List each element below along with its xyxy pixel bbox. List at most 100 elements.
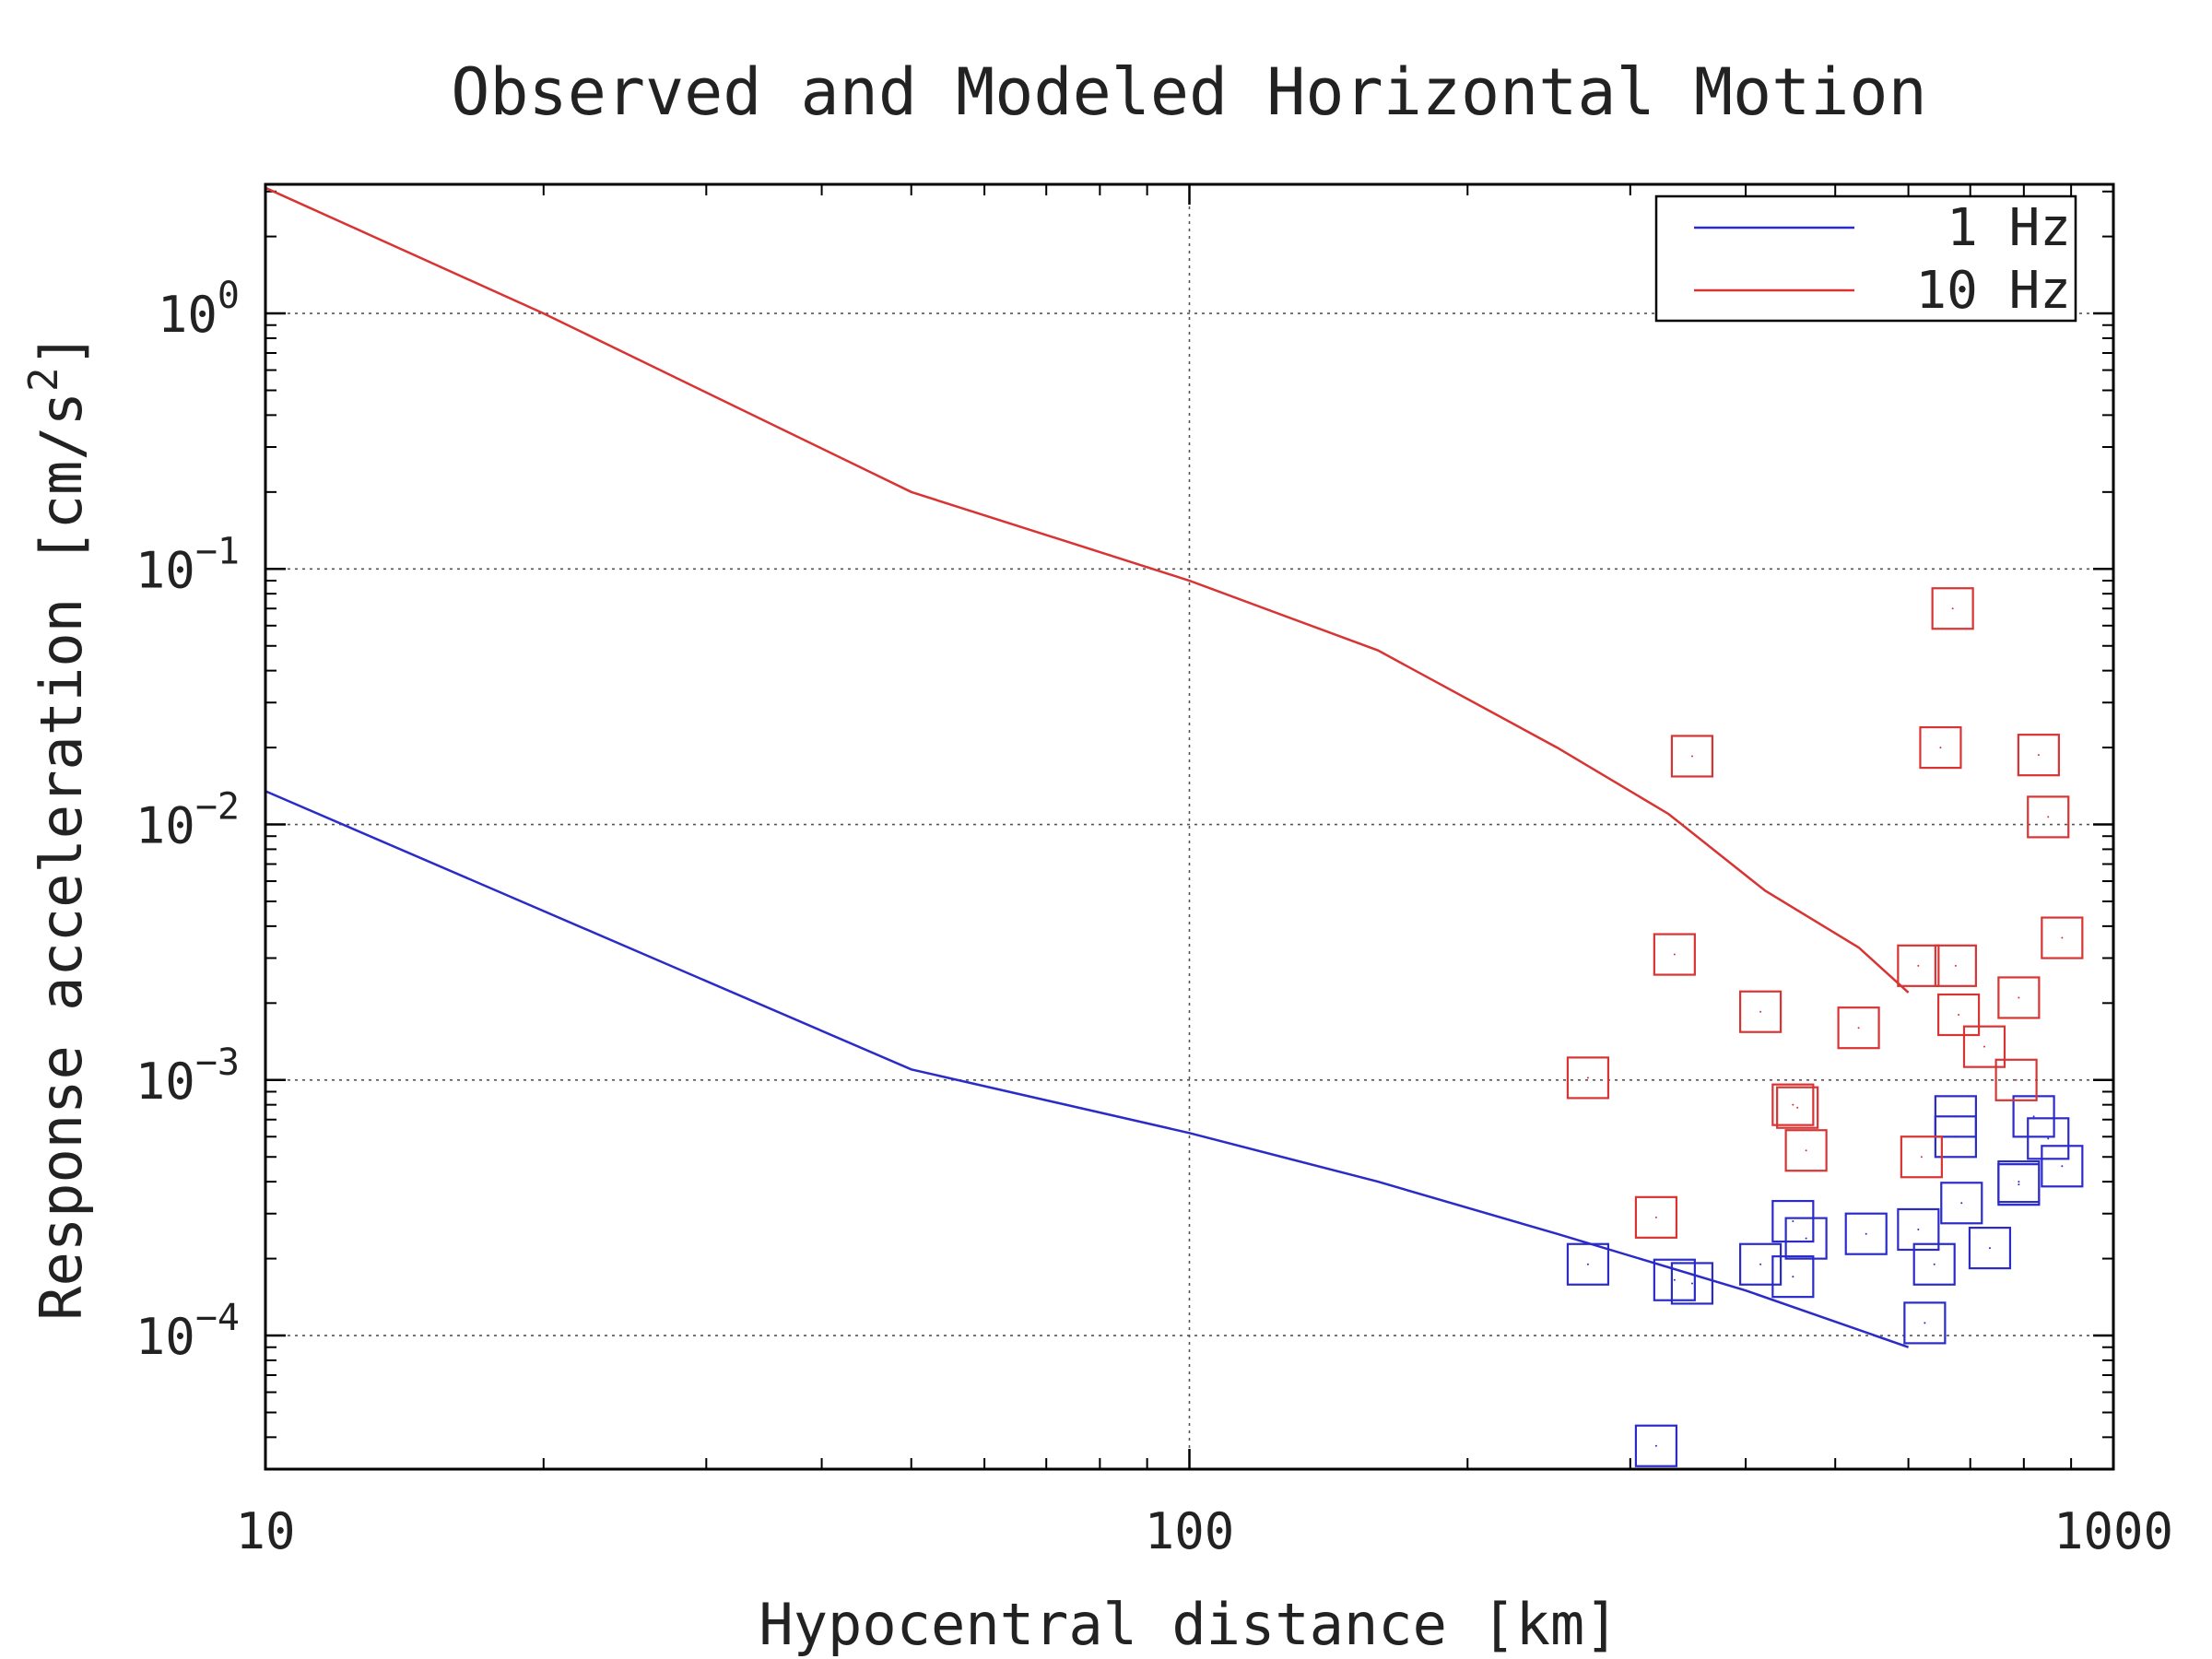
y-tick-base: 10 [135,1308,195,1366]
data-point-10hz [2041,916,2084,959]
data-point-center-1hz [1988,1247,1991,1250]
data-point-10hz [1994,1058,2038,1101]
data-point-center-10hz [1920,1156,1923,1159]
data-point-center-1hz [1759,1263,1762,1265]
data-point-1hz [2041,1145,2084,1188]
data-point-1hz [2027,1117,2070,1160]
data-point-center-1hz [1865,1232,1867,1235]
data-point-center-1hz [1673,1278,1676,1281]
data-point-center-10hz [1951,607,1954,610]
data-point-center-10hz [1954,964,1957,967]
data-point-center-1hz [1805,1237,1807,1240]
data-point-10hz [1771,1083,1815,1126]
data-point-1hz [1968,1226,2012,1270]
data-point-center-10hz [1792,1103,1794,1106]
x-axis-label: Hypocentral distance [km] [759,1591,1618,1658]
data-point-1hz [1997,1163,2041,1206]
x-tick-label: 100 [1145,1502,1235,1560]
data-point-10hz [1634,1195,1678,1239]
data-point-10hz [1934,944,1977,987]
y-axis-label-exponent: 2 [20,367,67,392]
legend-label-1hz: 1 Hz [1947,198,2071,258]
data-point-10hz [1670,735,1714,778]
data-point-1hz [1634,1424,1678,1467]
y-tick-label: 10−3 [135,1041,240,1111]
y-tick-label: 10−4 [135,1297,240,1366]
data-point-center-10hz [1759,1010,1762,1013]
data-point-center-10hz [1917,964,1920,967]
data-point-center-1hz [1917,1228,1920,1230]
data-point-center-1hz [1924,1322,1926,1324]
data-point-10hz [1738,990,1783,1033]
y-tick-base: 10 [135,541,195,599]
data-point-center-10hz [1654,1216,1657,1218]
data-point-center-1hz [2018,1181,2020,1183]
y-tick-base: 10 [135,1053,195,1111]
data-point-center-10hz [1586,1077,1589,1079]
y-tick-exponent: −3 [195,1041,240,1084]
data-point-center-10hz [2061,936,2064,939]
data-point-1hz [1653,1258,1696,1301]
data-point-center-10hz [1939,747,1942,749]
plot-area [264,182,2115,1471]
data-point-1hz [1940,1182,1983,1225]
data-point-center-1hz [2032,1115,2035,1118]
data-point-10hz [1997,976,2041,1019]
data-point-center-1hz [1960,1202,1963,1205]
y-tick-exponent: −1 [195,530,240,572]
data-point-1hz [1670,1262,1714,1305]
data-point-center-10hz [2037,754,2040,757]
legend-box [1654,194,2077,323]
x-tick-labels: 10 100 1000 [235,1502,2173,1560]
data-point-center-1hz [1954,1135,1957,1138]
data-point-10hz [1653,933,1696,976]
data-point-center-1hz [2061,1165,2064,1168]
data-point-10hz [1931,587,1974,630]
y-tick-exponent: −4 [195,1297,240,1339]
data-point-10hz [1900,1135,1943,1179]
grid [265,184,2113,1469]
data-point-center-1hz [1654,1444,1657,1447]
data-point-1hz [2012,1095,2055,1138]
data-point-10hz [1962,1025,2006,1068]
data-point-1hz [1912,1242,1956,1286]
chart-title: Observed and Modeled Horizontal Motion [451,54,1926,130]
data-point-center-10hz [1983,1045,1985,1048]
data-point-center-10hz [1958,1014,1960,1017]
y-tick-base: 10 [135,797,195,855]
data-point-1hz [1784,1217,1828,1260]
data-point-1hz [1738,1242,1783,1286]
plot-frame [264,182,2115,1471]
data-point-center-10hz [2015,1078,2018,1081]
data-point-center-10hz [1805,1149,1807,1152]
data-point-center-1hz [1792,1220,1794,1223]
y-tick-exponent: 0 [218,275,240,317]
data-point-center-10hz [1857,1027,1860,1030]
data-point-center-1hz [1586,1263,1589,1265]
data-point-center-1hz [1690,1282,1693,1285]
data-point-10hz [1784,1129,1828,1172]
y-axis-label-text: Response acceleration [cm/s [28,392,95,1321]
y-tick-exponent: −2 [195,786,240,829]
data-point-10hz [1837,1006,1880,1050]
series-layer [265,186,2084,1467]
data-point-1hz [1897,1207,1940,1252]
data-point-1hz [1844,1212,1888,1255]
data-point-center-1hz [1792,1276,1794,1278]
x-tick-label: 10 [235,1502,295,1560]
legend-label-10hz: 10 Hz [1915,261,2071,321]
axis-ticks [264,184,2115,1470]
data-point-10hz [1566,1056,1610,1100]
data-point-center-10hz [2018,996,2020,999]
y-tick-label: 10−2 [135,786,240,855]
data-point-10hz [1936,993,1981,1037]
x-tick-label: 1000 [2053,1502,2173,1560]
y-axis-label-bracket: ] [28,333,95,367]
data-point-1hz [1771,1199,1815,1243]
data-point-center-10hz [1673,953,1676,956]
data-point-center-10hz [1690,755,1693,758]
data-point-10hz [2027,795,2070,839]
